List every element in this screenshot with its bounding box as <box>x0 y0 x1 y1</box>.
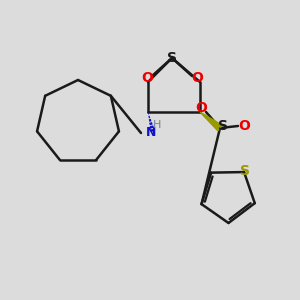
Text: O: O <box>238 119 250 133</box>
Text: O: O <box>141 71 153 85</box>
Text: H: H <box>153 120 161 130</box>
Text: O: O <box>191 71 203 85</box>
Polygon shape <box>200 112 222 131</box>
Text: S: S <box>218 119 228 133</box>
Text: O: O <box>195 101 207 115</box>
Text: S: S <box>240 164 250 178</box>
Text: N: N <box>146 125 156 139</box>
Text: S: S <box>167 51 177 65</box>
